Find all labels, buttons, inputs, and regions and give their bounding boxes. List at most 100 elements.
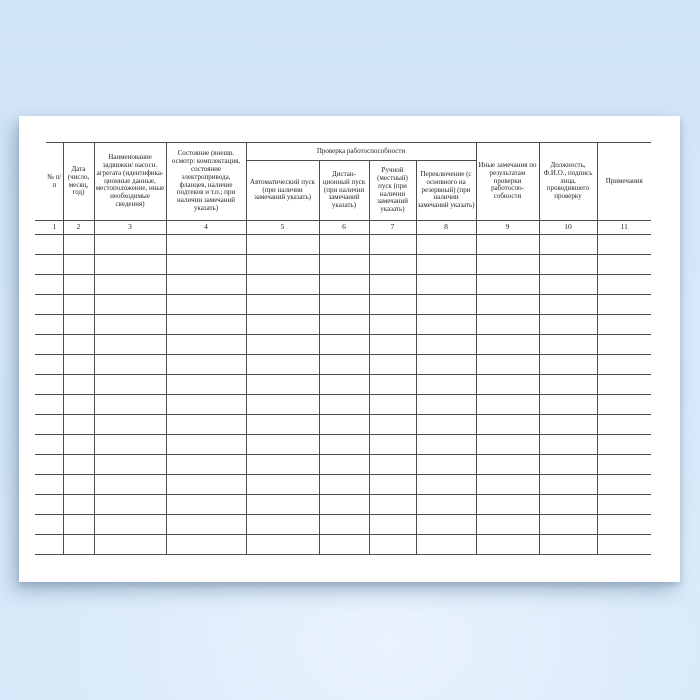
- empty-cell: [46, 294, 64, 315]
- empty-cell: [94, 434, 167, 455]
- empty-cell: [369, 494, 417, 515]
- empty-cell: [476, 414, 540, 435]
- empty-cell: [94, 254, 167, 275]
- col-header-position-signature: Должность, Ф.И.О., подпись лица, проводи…: [539, 142, 598, 221]
- empty-cell: [246, 434, 320, 455]
- empty-cell: [46, 534, 64, 555]
- left-margin-stub: [35, 494, 46, 515]
- empty-cell: [319, 494, 370, 515]
- empty-cell: [369, 334, 417, 355]
- left-margin-stub: [35, 234, 46, 255]
- left-margin-stub: [35, 474, 46, 495]
- empty-cell: [94, 454, 167, 475]
- empty-cell: [319, 334, 370, 355]
- col-header-other-remarks: Иные замечания по результатам проверки р…: [476, 142, 540, 221]
- empty-cell: [246, 494, 320, 515]
- empty-cell: [166, 394, 247, 415]
- empty-cell: [539, 274, 598, 295]
- empty-cell: [369, 474, 417, 495]
- empty-cell: [46, 434, 64, 455]
- empty-cell: [166, 334, 247, 355]
- empty-cell: [597, 394, 652, 415]
- empty-journal-row: [35, 314, 652, 335]
- empty-cell: [63, 234, 95, 255]
- empty-cell: [476, 274, 540, 295]
- empty-cell: [597, 514, 652, 535]
- empty-journal-row: [35, 354, 652, 375]
- empty-cell: [539, 494, 598, 515]
- left-margin-stub: [35, 394, 46, 415]
- empty-cell: [246, 274, 320, 295]
- empty-cell: [597, 294, 652, 315]
- empty-journal-row: [35, 494, 652, 515]
- left-margin-stub: [35, 294, 46, 315]
- empty-cell: [319, 474, 370, 495]
- empty-cell: [539, 394, 598, 415]
- empty-journal-row: [35, 534, 652, 555]
- empty-cell: [476, 314, 540, 335]
- empty-cell: [539, 234, 598, 255]
- empty-cell: [416, 294, 477, 315]
- empty-cell: [166, 254, 247, 275]
- empty-cell: [476, 334, 540, 355]
- empty-cell: [94, 374, 167, 395]
- empty-cell: [369, 234, 417, 255]
- empty-cell: [246, 334, 320, 355]
- empty-cell: [319, 394, 370, 415]
- empty-cell: [46, 494, 64, 515]
- empty-cell: [319, 254, 370, 275]
- empty-cell: [369, 514, 417, 535]
- col-header-manual-start: Ручной (местный) пуск (при наличии замеч…: [369, 160, 417, 221]
- paper-sheet: № п/п Дата (число, месяц, год) Наименова…: [19, 116, 680, 582]
- empty-cell: [166, 374, 247, 395]
- empty-cell: [46, 234, 64, 255]
- empty-cell: [246, 354, 320, 375]
- empty-cell: [319, 314, 370, 335]
- empty-cell: [539, 474, 598, 495]
- empty-cell: [63, 294, 95, 315]
- left-margin-stub: [35, 434, 46, 455]
- left-margin-stub: [35, 454, 46, 475]
- col-header-notes: Примечания: [597, 142, 652, 221]
- empty-cell: [63, 414, 95, 435]
- column-number: 7: [369, 220, 417, 235]
- empty-cell: [416, 534, 477, 555]
- empty-cell: [246, 254, 320, 275]
- col-header-condition: Состояние (внешн. осмотр: комплектация, …: [166, 142, 247, 221]
- empty-cell: [597, 454, 652, 475]
- empty-cell: [319, 374, 370, 395]
- empty-cell: [63, 474, 95, 495]
- empty-cell: [369, 434, 417, 455]
- empty-cell: [539, 314, 598, 335]
- journal-table: № п/п Дата (число, месяц, год) Наименова…: [35, 142, 652, 555]
- empty-cell: [476, 534, 540, 555]
- empty-cell: [597, 234, 652, 255]
- column-number: 5: [246, 220, 320, 235]
- group-header-operability-check: Проверка работоспособности: [246, 142, 477, 161]
- empty-cell: [166, 314, 247, 335]
- empty-cell: [416, 234, 477, 255]
- empty-cell: [46, 514, 64, 535]
- empty-cell: [476, 234, 540, 255]
- empty-cell: [416, 354, 477, 375]
- empty-cell: [369, 274, 417, 295]
- empty-cell: [476, 254, 540, 275]
- empty-cell: [416, 374, 477, 395]
- empty-cell: [63, 274, 95, 295]
- empty-cell: [246, 294, 320, 315]
- empty-cell: [46, 394, 64, 415]
- empty-cell: [63, 494, 95, 515]
- empty-cell: [416, 514, 477, 535]
- column-number: 8: [416, 220, 477, 235]
- empty-cell: [597, 534, 652, 555]
- empty-journal-row: [35, 394, 652, 415]
- empty-cell: [94, 234, 167, 255]
- empty-cell: [597, 254, 652, 275]
- column-number: 2: [63, 220, 95, 235]
- empty-cell: [319, 414, 370, 435]
- empty-cell: [94, 394, 167, 415]
- col-header-row-number: № п/п: [46, 142, 64, 221]
- col-header-date: Дата (число, месяц, год): [63, 142, 95, 221]
- empty-cell: [539, 514, 598, 535]
- empty-journal-row: [35, 254, 652, 275]
